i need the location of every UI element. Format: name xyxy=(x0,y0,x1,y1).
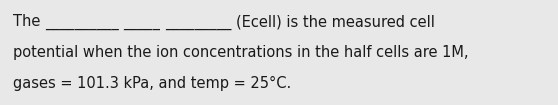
Text: gases = 101.3 kPa, and temp = 25°C.: gases = 101.3 kPa, and temp = 25°C. xyxy=(13,75,291,91)
Text: potential when the ion concentrations in the half cells are 1M,: potential when the ion concentrations in… xyxy=(13,45,469,60)
Text: _________: _________ xyxy=(165,14,236,30)
Text: The: The xyxy=(13,14,45,30)
Text: __________: __________ xyxy=(45,14,123,30)
Text: (Ecell) is the measured cell: (Ecell) is the measured cell xyxy=(236,14,435,30)
Text: _____: _____ xyxy=(123,14,165,30)
